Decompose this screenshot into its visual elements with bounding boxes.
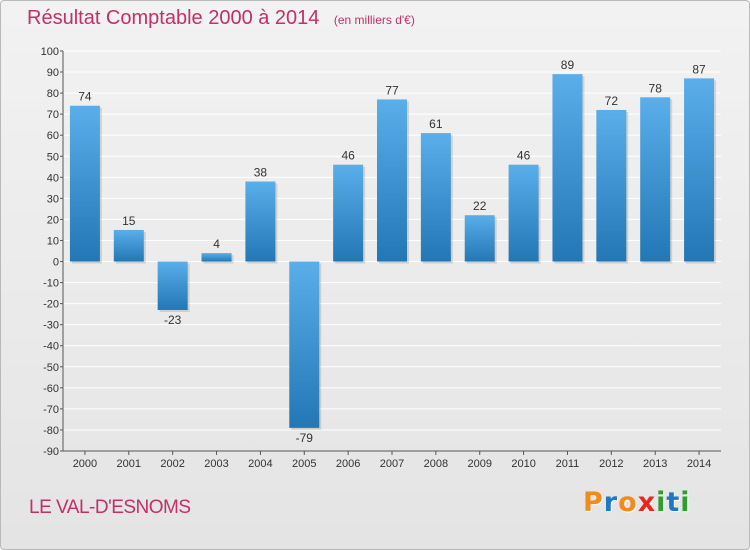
value-label-2010: 46: [517, 149, 531, 163]
title-row: Résultat Comptable 2000 à 2014 (en milli…: [27, 7, 415, 30]
x-tick-label-2005: 2005: [292, 458, 316, 470]
value-label-2006: 46: [341, 149, 355, 163]
y-tick-label: -60: [43, 383, 59, 395]
logo-letter: x: [637, 487, 657, 518]
y-tick-label: -80: [43, 425, 59, 437]
bar-2006: [333, 164, 364, 262]
logo-letter: r: [603, 487, 619, 518]
y-tick-label: 40: [47, 172, 59, 184]
logo-letter: i: [656, 487, 667, 518]
x-tick-label-2008: 2008: [424, 458, 448, 470]
value-label-2007: 77: [385, 83, 399, 97]
y-tick-label: -50: [43, 362, 59, 374]
bar-2007: [377, 99, 407, 262]
y-tick-label: 10: [47, 235, 59, 247]
y-tick-label: -40: [43, 341, 59, 353]
proxiti-logo: Proxiti: [583, 487, 691, 518]
y-tick-label: 90: [47, 67, 59, 79]
x-tick-label-2002: 2002: [160, 458, 184, 470]
y-tick-label: -20: [43, 299, 59, 311]
logo-letter: i: [680, 487, 691, 518]
y-tick-label: 60: [47, 130, 59, 142]
x-tick-label-2004: 2004: [248, 458, 272, 470]
value-label-2008: 61: [429, 117, 443, 131]
x-tick-label-2011: 2011: [556, 458, 580, 470]
x-tick-label-2009: 2009: [467, 458, 491, 470]
y-tick-label: 30: [47, 193, 59, 205]
bar-2008: [420, 133, 451, 262]
x-tick-label-2012: 2012: [599, 458, 623, 470]
y-tick-label: -30: [43, 320, 59, 332]
bar-2011: [552, 74, 583, 262]
x-tick-label-2006: 2006: [336, 458, 360, 470]
y-tick-label: -90: [43, 446, 59, 458]
value-label-2000: 74: [78, 90, 92, 104]
y-tick-label: 100: [41, 46, 59, 58]
logo-letter: t: [666, 487, 681, 518]
value-label-2004: 38: [254, 166, 268, 180]
x-tick-label-2013: 2013: [643, 458, 667, 470]
value-label-2003: 4: [213, 237, 220, 251]
y-tick-label: 20: [47, 214, 59, 226]
value-label-2014: 87: [692, 62, 706, 76]
y-tick-label: 80: [47, 88, 59, 100]
value-label-2011: 89: [561, 58, 575, 72]
bar-2014: [684, 78, 715, 262]
value-label-2001: 15: [122, 214, 136, 228]
value-label-2013: 78: [649, 81, 663, 95]
value-label-2005: -79: [296, 431, 314, 445]
y-tick-label: -10: [43, 278, 59, 290]
chart-title: Résultat Comptable 2000 à 2014: [27, 7, 320, 29]
bar-2012: [596, 109, 627, 262]
bar-2002: [157, 261, 188, 310]
x-tick-label-2007: 2007: [380, 458, 404, 470]
value-label-2009: 22: [473, 199, 487, 213]
x-tick-label-2001: 2001: [117, 458, 141, 470]
bar-2000: [69, 105, 100, 262]
logo-letter: P: [583, 487, 604, 518]
y-tick-label: 0: [53, 257, 59, 269]
value-label-2002: -23: [164, 313, 182, 327]
bar-2003: [201, 253, 232, 262]
bar-2005: [289, 261, 320, 428]
value-label-2012: 72: [605, 94, 619, 108]
x-tick-label-2000: 2000: [73, 458, 97, 470]
bar-2013: [640, 97, 671, 262]
y-tick-label: -70: [43, 404, 59, 416]
bar-2009: [464, 215, 495, 262]
x-tick-label-2014: 2014: [687, 458, 711, 470]
bar-2001: [113, 229, 144, 262]
y-tick-label: 70: [47, 109, 59, 121]
bar-2004: [245, 181, 276, 262]
x-tick-label-2003: 2003: [204, 458, 228, 470]
y-tick-label: 50: [47, 151, 59, 163]
commune-name: LE VAL-D'ESNOMS: [29, 497, 191, 518]
logo-letter: o: [618, 487, 638, 518]
x-tick-label-2010: 2010: [511, 458, 535, 470]
bar-2010: [508, 164, 539, 262]
chart-subtitle: (en milliers d'€): [333, 13, 415, 27]
